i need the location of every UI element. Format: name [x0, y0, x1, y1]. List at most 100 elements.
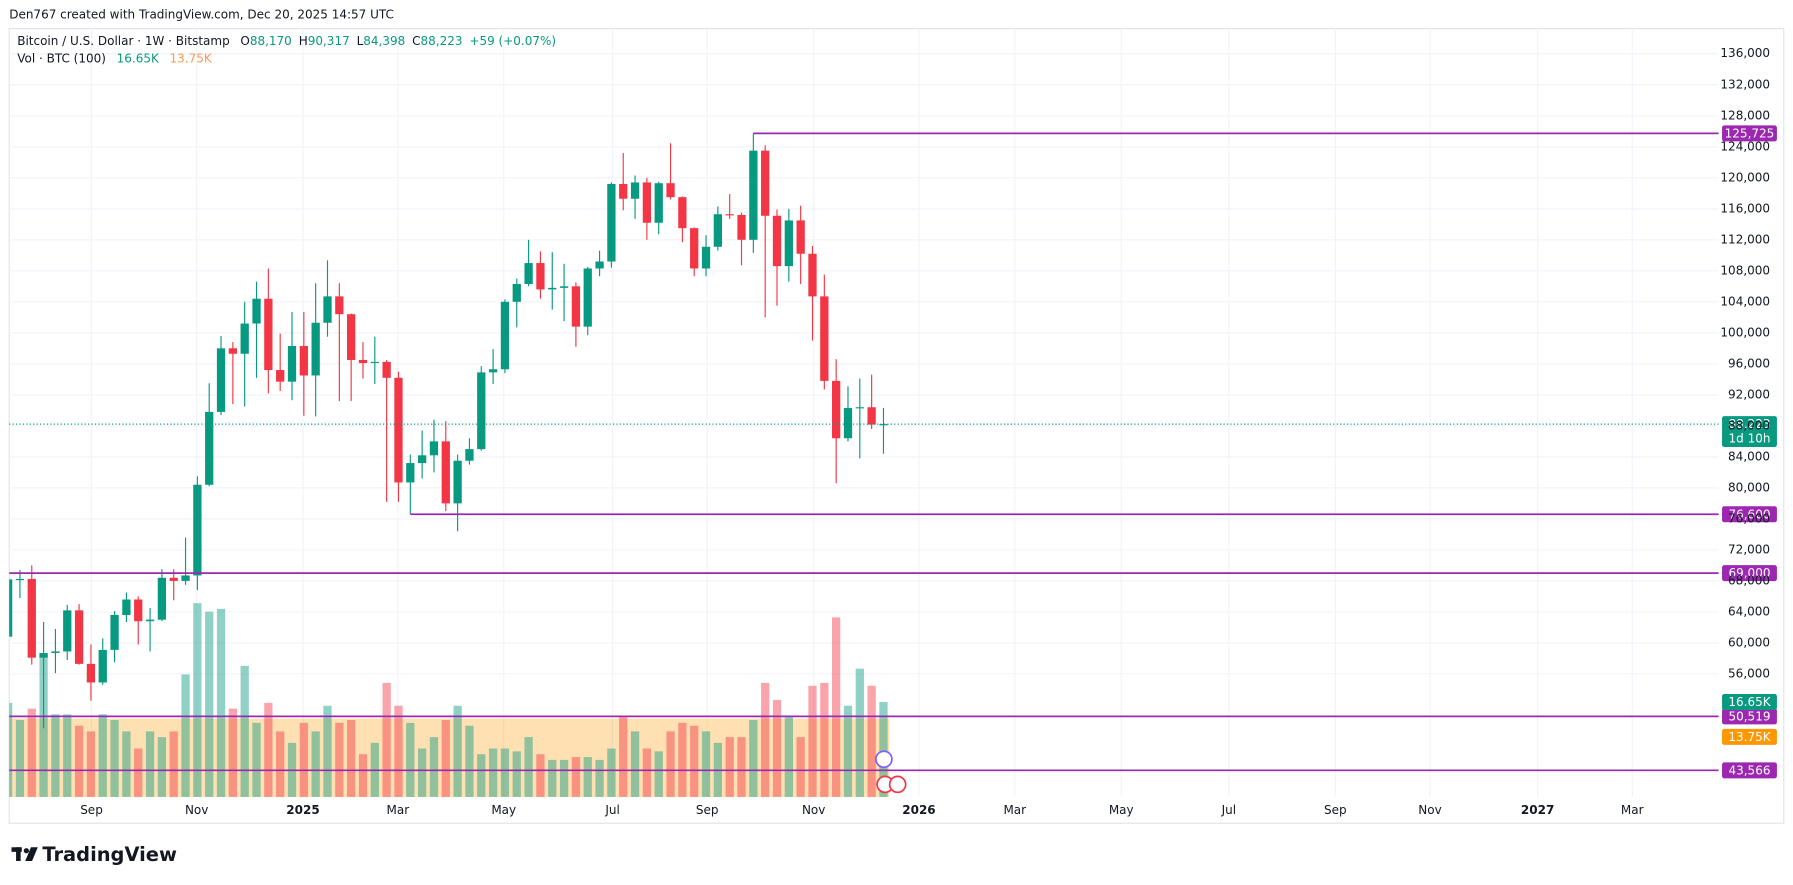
candle-body	[382, 361, 391, 378]
y-tick-label: 80,000	[1728, 480, 1770, 494]
legend-price: Bitcoin / U.S. Dollar · 1W · Bitstamp O 8…	[17, 34, 556, 48]
legend-change: +59 (+0.07%)	[469, 34, 556, 48]
level-label: 43,566	[1728, 763, 1770, 777]
volume-label-box	[1722, 694, 1777, 711]
y-tick-label: 68,000	[1728, 573, 1770, 587]
volume-bar	[867, 685, 876, 797]
y-tick-label: 60,000	[1728, 635, 1770, 649]
candle-body	[784, 220, 793, 267]
volume-bar	[417, 748, 427, 797]
logo-shape	[25, 847, 38, 861]
y-tick-label: 64,000	[1728, 604, 1770, 618]
candle-body	[63, 610, 72, 652]
legend-key: L	[357, 34, 364, 48]
candle-body	[406, 463, 415, 483]
volume-bar	[500, 748, 510, 797]
last-price-box	[1722, 416, 1777, 447]
candle-body	[335, 296, 344, 315]
volume-bar	[9, 702, 13, 797]
volume-bar	[453, 705, 462, 797]
brand: TradingView	[42, 843, 177, 866]
volume-bar	[193, 603, 202, 797]
levels: 125,725 76,600 69,000 50,519 43,566 88,2231d …	[9, 125, 1777, 779]
volume-bar	[98, 714, 107, 797]
legend-key: H	[299, 34, 308, 48]
volume-bar	[216, 608, 226, 797]
volume-bar	[761, 682, 770, 797]
volume-bar	[678, 722, 687, 797]
icon	[875, 750, 893, 769]
volume-bar	[548, 759, 557, 797]
y-tick-label: 132,000	[1720, 77, 1770, 91]
legend-key: O	[240, 34, 249, 48]
volume-ma-label: 13.75K	[1728, 730, 1771, 744]
y-tick-label: 88,000	[1728, 418, 1770, 432]
x-tick-label: Nov	[1418, 803, 1441, 817]
volume-bar	[536, 754, 545, 797]
candle-body	[867, 407, 876, 425]
candle-body	[417, 455, 427, 464]
candle-body	[843, 408, 853, 439]
candle-body	[228, 348, 238, 354]
volume-bar	[228, 708, 238, 797]
candle-body	[370, 361, 379, 364]
volume-bar	[157, 737, 167, 797]
legend-symbol: Bitcoin / U.S. Dollar · 1W · Bitstamp	[17, 34, 229, 48]
volume-bar	[559, 759, 569, 797]
x-tick-label: Nov	[802, 803, 825, 817]
candle-body	[619, 183, 628, 199]
candle-body	[666, 183, 675, 198]
volume-bar	[27, 708, 36, 797]
level-label: 50,519	[1728, 709, 1770, 723]
y-tick-label: 124,000	[1720, 139, 1770, 153]
y-tick-label: 96,000	[1728, 356, 1770, 370]
level-label-box	[1722, 565, 1777, 582]
candle-body	[358, 359, 368, 364]
volume-bar	[252, 722, 261, 797]
volume-bar	[630, 731, 640, 797]
legend-value: 84,398	[363, 34, 405, 48]
candle-body	[86, 663, 96, 683]
volume-bar	[358, 754, 368, 797]
y-tick-label: 100,000	[1720, 325, 1770, 339]
level-label-box	[1722, 506, 1777, 523]
volume-bar	[796, 737, 805, 797]
candle-body	[583, 268, 592, 327]
volume-bar	[205, 611, 214, 797]
candle-body	[110, 615, 119, 650]
volume-bar	[264, 702, 273, 797]
volume-bar	[311, 731, 320, 797]
volume-bar	[15, 720, 25, 797]
volume-ma-area	[9, 718, 890, 797]
legend-value: 88,223	[421, 34, 463, 48]
candle-body	[252, 298, 261, 324]
candle-body	[74, 610, 84, 664]
volume-bar	[666, 731, 675, 797]
volume-bar	[145, 731, 155, 797]
y-tick-label: 76,000	[1728, 511, 1770, 525]
x-tick-label: Sep	[80, 803, 103, 817]
volume-bar	[855, 668, 864, 797]
candle-body	[642, 182, 652, 223]
volume-ma-box	[1722, 728, 1777, 745]
legend-volume-value: 16.65K	[117, 51, 160, 65]
x-tick-label: Mar	[1003, 803, 1026, 817]
candle-body	[808, 253, 817, 297]
candle-body	[51, 651, 60, 653]
logo-shape	[16, 847, 21, 861]
candle-body	[394, 377, 403, 483]
volume-bar	[642, 748, 652, 797]
volume-bar	[134, 748, 143, 797]
x-tick-label: Mar	[1621, 803, 1644, 817]
volume-bar	[299, 722, 308, 797]
volume-pane	[9, 603, 890, 797]
volume-bar	[74, 725, 84, 797]
y-tick-label: 128,000	[1720, 108, 1770, 122]
brand-logo: TradingView	[11, 843, 177, 866]
candle-body	[169, 577, 178, 581]
candle-body	[145, 619, 155, 622]
level-label: 69,000	[1728, 566, 1770, 580]
icon	[888, 775, 907, 794]
volume-bar	[86, 731, 96, 797]
